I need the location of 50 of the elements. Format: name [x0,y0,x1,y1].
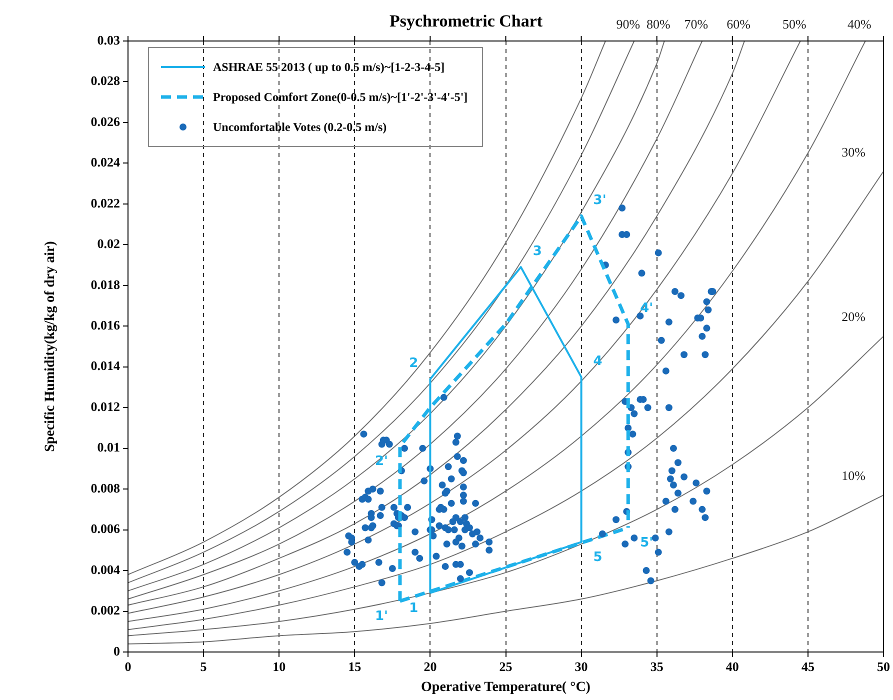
annotation: 5' [640,536,654,551]
x-tick-label: 5 [200,659,208,674]
annotation: 1 [409,600,418,616]
legend-label: ASHRAE 55 2013 ( up to 0.5 m/s)~[1-2-3-4-5] [213,60,445,74]
series-label: 40% [847,16,872,32]
x-tick-label: 10 [272,659,286,674]
annotation: 3' [593,193,606,208]
series-label: 80% [646,16,670,32]
chart-title: Psychrometric Chart [389,11,543,30]
series-label: 90% [616,16,640,32]
y-tick-label: 0.006 [90,521,120,536]
y-tick-label: 0.004 [90,562,120,577]
y-tick-label: 0.024 [90,154,120,170]
y-tick-label: 0.02 [97,236,120,252]
x-tick-label: 25 [499,659,513,674]
y-tick-label: 0.022 [90,195,120,210]
x-tick-label: 35 [650,659,664,674]
annotation: 3 [532,244,542,259]
series-label: 10% [842,468,866,484]
annotation: 2' [374,454,388,470]
series-label: 30% [842,144,866,160]
y-tick-label: 0.026 [90,114,120,129]
y-tick-label: 0.03 [97,32,120,48]
y-tick-label: 0.002 [90,602,120,618]
x-tick-label: 40 [726,659,739,674]
y-tick-label: 0.016 [90,317,120,332]
annotation: 2 [409,356,418,371]
series-label: 60% [726,16,751,32]
series-label: 50% [782,16,806,32]
y-tick-label: 0.008 [90,480,120,496]
annotation: 1' [374,608,388,624]
y-tick-label: 0.028 [90,73,120,88]
y-tick-label: 0 [114,643,120,658]
x-tick-label: 0 [124,659,132,674]
x-axis-title: Operative Temperature( °C) [421,680,591,696]
series-label: 70% [684,16,708,32]
y-tick-label: 0.018 [90,276,120,292]
legend-label: Uncomfortable Votes (0.2-0.5 m/s) [213,120,387,134]
x-tick-label: 45 [801,659,815,674]
x-tick-label: 20 [424,659,437,674]
x-tick-label: 50 [877,659,890,674]
y-tick-label: 0.012 [90,398,120,414]
series-label: 20% [842,309,866,324]
legend-label: Proposed Comfort Zone(0-0.5 m/s)~[1'-2'-3'-4'-5'] [213,90,468,104]
x-tick-label: 15 [348,659,362,674]
y-tick-label: 0.014 [90,358,120,374]
x-tick-label: 30 [574,659,588,674]
y-tick-label: 0.01 [97,440,120,455]
y-axis-title: Specific Humidity(kg/kg of dry air) [43,240,58,452]
annotation: 5 [593,550,602,565]
